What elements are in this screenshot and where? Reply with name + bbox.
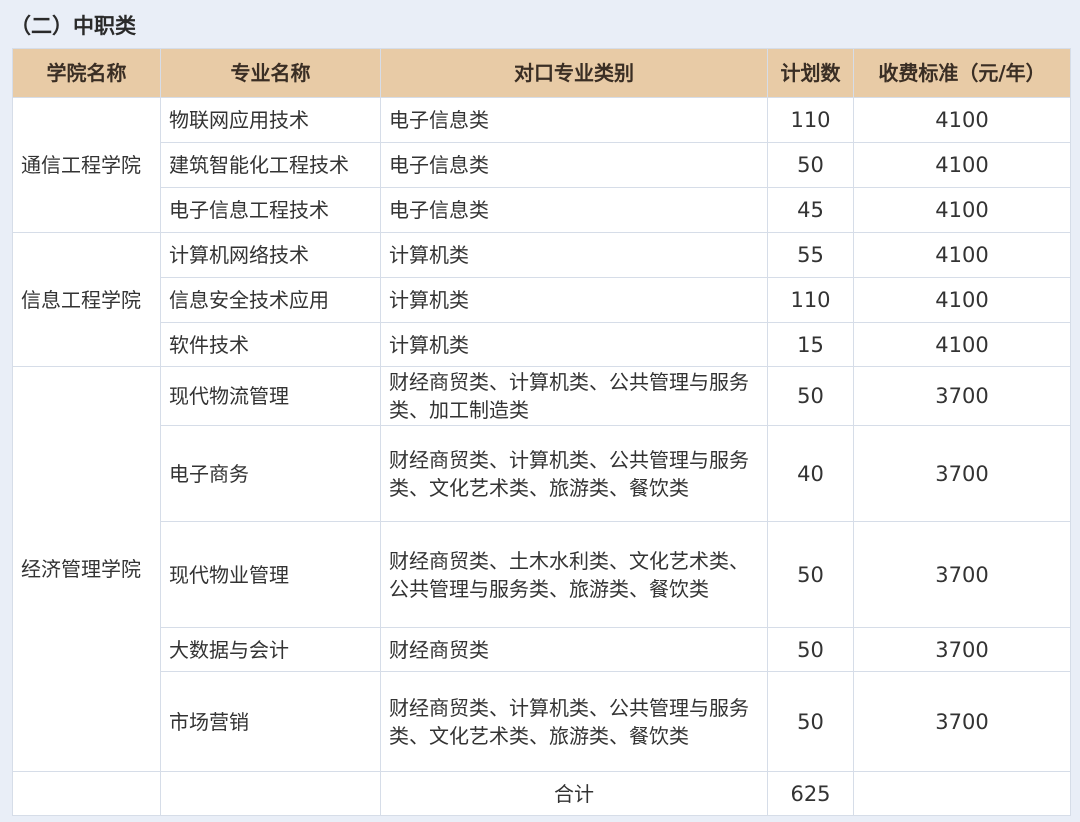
category-cell: 电子信息类 [380, 97, 768, 143]
category-cell: 财经商贸类、计算机类、公共管理与服务类、文化艺术类、旅游类、餐饮类 [380, 671, 768, 772]
fee-cell: 4100 [853, 232, 1071, 278]
category-cell: 财经商贸类 [380, 627, 768, 672]
plan-cell: 50 [767, 366, 854, 426]
header-fee: 收费标准（元/年） [853, 48, 1071, 98]
fee-cell: 4100 [853, 97, 1071, 143]
header-college: 学院名称 [12, 48, 161, 98]
table-row: 信息工程学院 计算机网络技术 计算机类 55 4100 [12, 232, 1071, 367]
major-cell: 信息安全技术应用 [160, 277, 381, 323]
fee-cell: 4100 [853, 187, 1071, 233]
enrollment-table: 学院名称 专业名称 对口专业类别 计划数 收费标准（元/年） 通信工程学院 物联网… [12, 48, 1071, 816]
plan-cell: 50 [767, 521, 854, 628]
table-row: 建筑智能化工程技术 电子信息类 50 4100 [13, 142, 1071, 188]
empty-cell [160, 771, 381, 816]
category-cell: 计算机类 [380, 322, 768, 367]
category-cell: 计算机类 [380, 277, 768, 323]
college-cell: 通信工程学院 [12, 97, 161, 233]
fee-cell: 3700 [853, 671, 1071, 772]
section-title: （二）中职类 [10, 14, 136, 38]
major-cell: 现代物业管理 [160, 521, 381, 628]
total-label: 合计 [380, 771, 768, 816]
college-cell: 经济管理学院 [12, 366, 161, 772]
category-cell: 电子信息类 [380, 187, 768, 233]
total-plan: 625 [767, 771, 854, 816]
table-row: 电子信息工程技术 电子信息类 45 4100 [13, 187, 1071, 233]
header-plan: 计划数 [767, 48, 854, 98]
plan-cell: 15 [767, 322, 854, 367]
plan-cell: 55 [767, 232, 854, 278]
fee-cell: 3700 [853, 627, 1071, 672]
category-cell: 电子信息类 [380, 142, 768, 188]
table-row: 现代物业管理 财经商贸类、土木水利类、文化艺术类、公共管理与服务类、旅游类、餐饮类… [13, 521, 1071, 628]
plan-cell: 50 [767, 671, 854, 772]
empty-cell [12, 771, 161, 816]
table-row: 软件技术 计算机类 15 4100 [13, 322, 1071, 367]
empty-cell [853, 771, 1071, 816]
table-row: 通信工程学院 物联网应用技术 电子信息类 110 4100 [12, 97, 1071, 233]
college-cell: 信息工程学院 [12, 232, 161, 367]
total-row: 合计 625 [12, 771, 1071, 816]
category-cell: 财经商贸类、土木水利类、文化艺术类、公共管理与服务类、旅游类、餐饮类 [380, 521, 768, 628]
header-major: 专业名称 [160, 48, 381, 98]
plan-cell: 50 [767, 142, 854, 188]
major-cell: 电子信息工程技术 [160, 187, 381, 233]
major-cell: 计算机网络技术 [160, 232, 381, 278]
table-row: 电子商务 财经商贸类、计算机类、公共管理与服务类、文化艺术类、旅游类、餐饮类 40 3… [13, 425, 1071, 522]
category-cell: 财经商贸类、计算机类、公共管理与服务类、文化艺术类、旅游类、餐饮类 [380, 425, 768, 522]
category-cell: 财经商贸类、计算机类、公共管理与服务类、加工制造类 [380, 366, 768, 426]
fee-cell: 3700 [853, 521, 1071, 628]
plan-cell: 50 [767, 627, 854, 672]
fee-cell: 3700 [853, 366, 1071, 426]
fee-cell: 4100 [853, 142, 1071, 188]
plan-cell: 45 [767, 187, 854, 233]
major-cell: 电子商务 [160, 425, 381, 522]
category-cell: 计算机类 [380, 232, 768, 278]
major-cell: 大数据与会计 [160, 627, 381, 672]
table-row: 市场营销 财经商贸类、计算机类、公共管理与服务类、文化艺术类、旅游类、餐饮类 50 3… [13, 671, 1071, 772]
major-cell: 现代物流管理 [160, 366, 381, 426]
table-row: 大数据与会计 财经商贸类 50 3700 [13, 627, 1071, 672]
major-cell: 物联网应用技术 [160, 97, 381, 143]
major-cell: 软件技术 [160, 322, 381, 367]
plan-cell: 40 [767, 425, 854, 522]
header-category: 对口专业类别 [380, 48, 768, 98]
fee-cell: 4100 [853, 277, 1071, 323]
plan-cell: 110 [767, 97, 854, 143]
table-row: 信息安全技术应用 计算机类 110 4100 [13, 277, 1071, 323]
major-cell: 市场营销 [160, 671, 381, 772]
plan-cell: 110 [767, 277, 854, 323]
major-cell: 建筑智能化工程技术 [160, 142, 381, 188]
fee-cell: 4100 [853, 322, 1071, 367]
table-row: 经济管理学院 现代物流管理 财经商贸类、计算机类、公共管理与服务类、加工制造类 50 3… [12, 366, 1071, 772]
header-row: 学院名称 专业名称 对口专业类别 计划数 收费标准（元/年） [12, 48, 1071, 98]
fee-cell: 3700 [853, 425, 1071, 522]
